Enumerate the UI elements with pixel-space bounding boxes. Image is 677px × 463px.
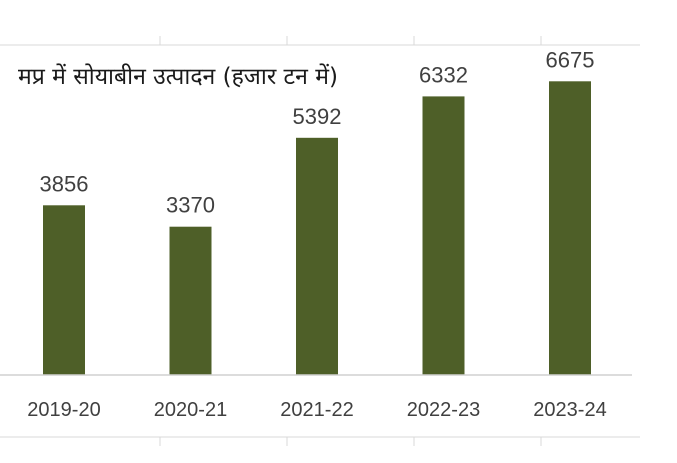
- bar-2021-22: [296, 137, 338, 375]
- data-label-2021-22: 5392: [293, 104, 342, 129]
- bar-2020-21: [169, 226, 212, 375]
- chart-frame: [0, 36, 640, 446]
- x-tick-labels-group: 2019-20 2020-21 2021-22 2022-23 2023-24: [27, 399, 606, 421]
- data-label-2022-23: 6332: [419, 62, 468, 87]
- data-label-2020-21: 3370: [166, 193, 215, 218]
- x-tick-label-2020-21: 2020-21: [154, 399, 227, 421]
- chart-title: मप्र में सोयाबीन उत्पादन (हजार टन में): [18, 63, 338, 90]
- x-tick-label-2023-24: 2023-24: [533, 399, 606, 421]
- x-tick-label-2019-20: 2019-20: [27, 399, 100, 421]
- bars-group: [43, 81, 591, 376]
- x-tick-label-2022-23: 2022-23: [407, 399, 480, 421]
- bar-2022-23: [422, 96, 465, 376]
- bar-2023-24: [549, 81, 591, 376]
- data-label-2019-20: 3856: [40, 171, 89, 196]
- data-label-2023-24: 6675: [546, 47, 595, 72]
- data-labels-group: 3856 3370 5392 6332 6675: [40, 47, 595, 217]
- x-tick-label-2021-22: 2021-22: [280, 399, 353, 421]
- bar-2019-20: [43, 205, 85, 375]
